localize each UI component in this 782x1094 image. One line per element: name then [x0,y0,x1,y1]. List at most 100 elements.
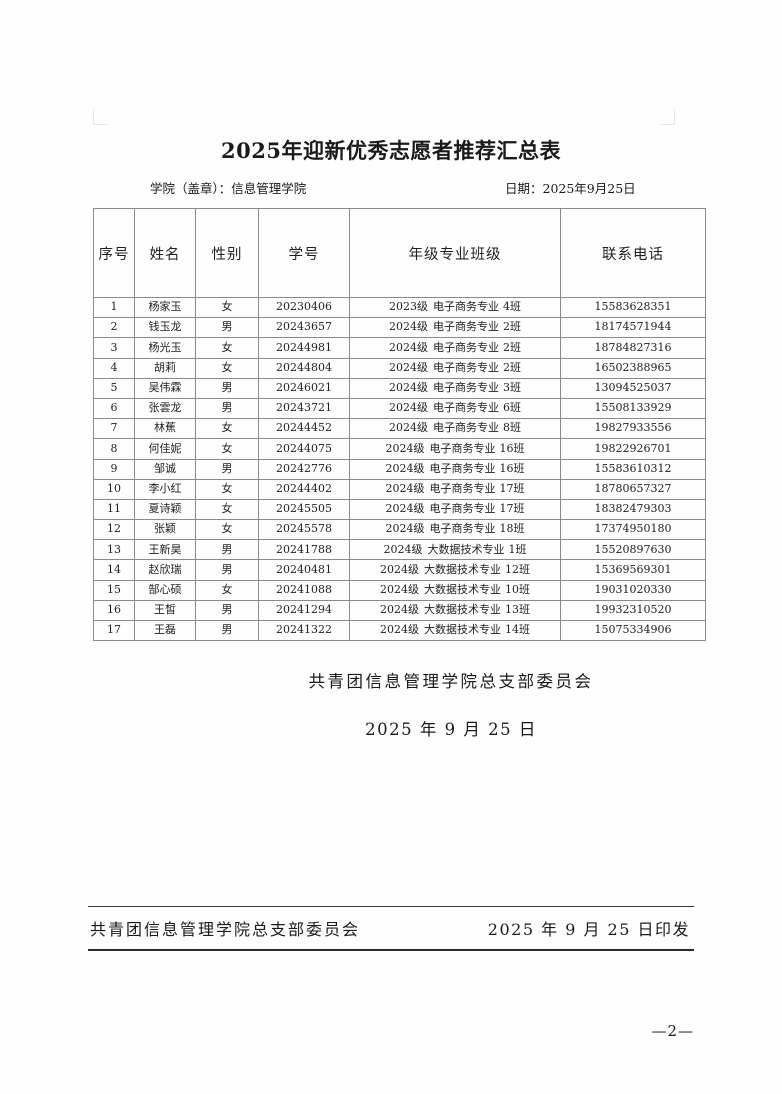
cell-gender: 女 [195,579,259,601]
class-major: 电子商务专业 [433,300,499,314]
cell-class: 2024级 电子商务专业 16班 [349,458,561,480]
class-number: 2班 [503,340,521,354]
cell-student-id: 20244075 [258,438,350,460]
cell-index: 15 [93,579,135,601]
cell-name: 胡莉 [134,357,196,379]
class-number: 2班 [503,320,521,334]
table-row: 16 王皙男 20241294 2024级 大数据技术专业 13班 19932310520 [93,599,706,622]
cell-index: 12 [93,519,135,541]
column-header-name: 姓名 [134,208,196,298]
cell-phone: 15583610312 [560,458,706,480]
page-title: 2025年迎新优秀志愿者推荐汇总表 [221,138,561,163]
class-major: 大数据技术专业 [424,582,501,596]
class-grade: 2024级 [389,401,428,415]
cell-index: 7 [93,418,135,440]
cell-name: 夏诗颖 [134,498,196,521]
signature-date: 2025 年 9 月 25 日 [365,720,537,739]
cell-phone: 19031020330 [560,579,706,601]
cell-gender: 女 [195,337,259,359]
cell-phone: 15369569301 [560,559,706,581]
cell-gender: 男 [195,458,259,480]
class-number: 17班 [499,502,525,516]
footer-rule-top [88,906,694,907]
table-header: 序号 姓名 性别 学号 年级专业班级 联系电话 [93,208,706,298]
cell-index: 9 [93,458,135,480]
class-grade: 2024级 [389,381,428,395]
class-number: 13班 [505,603,530,617]
table-row: 14 赵欣瑞男 20240481 2024级 大数据技术专业 12班 15369569301 [93,559,706,581]
cell-name: 王磊 [134,619,196,642]
cell-index: 17 [93,619,135,642]
class-number: 4班 [503,300,521,314]
page-footer: 共青团信息管理学院总支部委员会 2025 年 9 月 25 日印发 [88,906,694,951]
class-major: 电子商务专业 [429,461,496,475]
class-major: 电子商务专业 [429,441,496,455]
class-grade: 2024级 [380,603,419,617]
crop-mark-top-right-icon [660,110,675,125]
cell-student-id: 20240481 [258,559,350,581]
cell-gender: 男 [195,397,259,420]
class-grade: 2023级 [389,300,428,314]
class-number: 3班 [503,381,521,395]
table-row: 11 夏诗颖女 20245505 2024级 电子商务专业 17班 18382479303 [93,498,706,521]
cell-phone: 18784827316 [560,337,706,359]
page-number: —2— [651,1022,694,1040]
cell-name: 张雲龙 [134,397,196,420]
cell-name: 赵欣瑞 [134,559,196,581]
cell-class: 2024级 大数据技术专业 13班 [349,599,561,622]
cell-student-id: 20241788 [258,539,350,561]
cell-class: 2024级 电子商务专业 17班 [349,478,561,500]
cell-gender: 女 [195,438,259,460]
cell-index: 6 [93,397,135,420]
cell-phone: 19932310520 [560,599,706,622]
class-major: 电子商务专业 [429,502,496,516]
cell-gender: 男 [195,559,259,581]
cell-phone: 19822926701 [560,438,706,460]
cell-phone: 15583628351 [560,296,706,319]
table-row: 5 吴伟霖男 20246021 2024级 电子商务专业 3班 13094525037 [93,377,706,399]
cell-gender: 男 [195,317,259,339]
class-grade: 2024级 [380,562,419,576]
cell-gender: 女 [195,519,259,541]
cell-index: 14 [93,559,135,581]
cell-phone: 16502388965 [560,357,706,379]
cell-index: 16 [93,599,135,622]
cell-gender: 女 [195,498,259,521]
table-row: 2 钱玉龙男 20243657 2024级 电子商务专业 2班 18174571944 [93,317,706,339]
cell-gender: 女 [195,296,259,319]
class-number: 16班 [499,461,525,475]
class-grade: 2024级 [385,461,425,475]
cell-class: 2024级 大数据技术专业 1班 [349,539,561,561]
table-row: 1 杨家玉女 20230406 2023级 电子商务专业 4班 15583628351 [93,296,706,319]
class-major: 大数据技术专业 [427,542,505,556]
class-number: 18班 [499,522,525,536]
class-major: 大数据技术专业 [424,603,501,617]
class-grade: 2024级 [380,582,419,596]
cell-gender: 女 [195,418,259,440]
cell-index: 5 [93,377,135,399]
cell-name: 杨家玉 [134,296,196,319]
class-major: 电子商务专业 [433,421,499,435]
class-number: 17班 [499,481,525,495]
class-major: 电子商务专业 [433,381,499,395]
cell-phone: 18382479303 [560,498,706,521]
footer-rule-bottom [88,949,694,951]
class-number: 10班 [505,582,530,596]
table-row: 8 何佳妮女 20244075 2024级 电子商务专业 16班 19822926701 [93,438,706,460]
footer-print-date: 2025 年 9 月 25 日印发 [487,920,690,939]
volunteer-summary-table: 序号 姓名 性别 学号 年级专业班级 联系电话 1 杨家玉女 20230406 202… [93,208,706,642]
cell-student-id: 20241322 [258,619,350,642]
cell-gender: 男 [195,599,259,622]
table-body: 1 杨家玉女 20230406 2023级 电子商务专业 4班 15583628351 2 钱玉… [93,296,706,642]
table-row: 7 林蕉女 20244452 2024级 电子商务专业 8班 19827933556 [93,418,706,440]
table-row: 17 王磊男 20241322 2024级 大数据技术专业 14班 15075334906 [93,619,706,642]
table-row: 13 王新昊男 20241788 2024级 大数据技术专业 1班 15520897630 [93,539,706,561]
class-number: 6班 [503,401,521,415]
class-grade: 2024级 [380,623,419,637]
class-major: 大数据技术专业 [424,623,501,637]
class-grade: 2024级 [385,502,425,516]
class-number: 16班 [499,441,525,455]
class-number: 14班 [505,623,530,637]
cell-index: 2 [93,317,135,339]
